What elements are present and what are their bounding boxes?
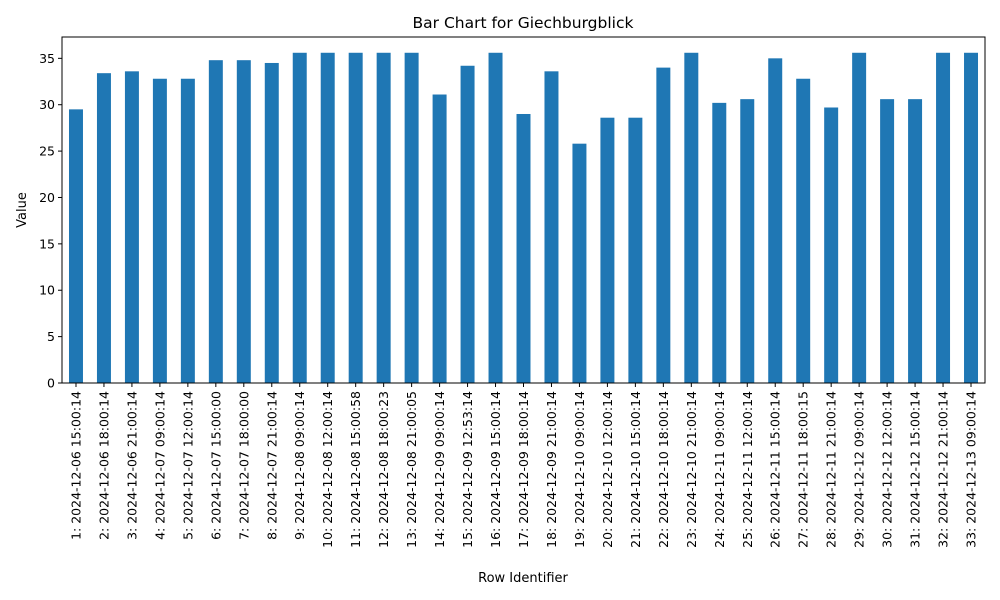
bar-30 bbox=[880, 99, 895, 383]
x-tick-label: 13: 2024-12-08 21:00:05 bbox=[404, 391, 419, 548]
x-tick-label: 17: 2024-12-09 18:00:14 bbox=[516, 391, 531, 548]
x-tick-label: 20: 2024-12-10 12:00:14 bbox=[600, 391, 615, 548]
bar-12 bbox=[376, 52, 391, 383]
x-tick-label: 23: 2024-12-10 21:00:14 bbox=[684, 391, 699, 548]
bars-group bbox=[68, 52, 979, 384]
x-tick-label: 27: 2024-12-11 18:00:15 bbox=[796, 391, 811, 548]
x-tick-label: 31: 2024-12-12 15:00:14 bbox=[908, 391, 923, 548]
bar-32 bbox=[936, 52, 951, 383]
y-axis: 0 5 10 15 20 25 30 35 bbox=[39, 51, 62, 391]
bar-17 bbox=[516, 113, 531, 384]
bar-25 bbox=[740, 99, 755, 383]
x-tick-label: 33: 2024-12-13 09:00:14 bbox=[964, 391, 979, 548]
bar-15 bbox=[460, 65, 475, 383]
bar-6 bbox=[208, 60, 223, 384]
bar-22 bbox=[656, 67, 671, 383]
y-axis-title: Value bbox=[15, 192, 30, 228]
x-tick-label: 22: 2024-12-10 18:00:14 bbox=[656, 391, 671, 548]
bar-9 bbox=[292, 52, 307, 383]
x-tick-label: 19: 2024-12-10 09:00:14 bbox=[572, 391, 587, 548]
x-tick-label: 30: 2024-12-12 12:00:14 bbox=[880, 391, 895, 548]
bar-4 bbox=[152, 78, 167, 384]
x-tick-label: 14: 2024-12-09 09:00:14 bbox=[432, 391, 447, 548]
bar-16 bbox=[488, 52, 503, 383]
x-tick-label: 3: 2024-12-06 21:00:14 bbox=[124, 391, 139, 540]
x-tick-label: 28: 2024-12-11 21:00:14 bbox=[824, 391, 839, 548]
x-tick-label: 16: 2024-12-09 15:00:14 bbox=[488, 391, 503, 548]
y-tick-label: 0 bbox=[47, 376, 55, 391]
bar-24 bbox=[712, 102, 727, 383]
x-tick-label: 15: 2024-12-09 12:53:14 bbox=[460, 391, 475, 548]
x-tick-label: 21: 2024-12-10 15:00:14 bbox=[628, 391, 643, 548]
bar-21 bbox=[628, 117, 643, 383]
bar-14 bbox=[432, 94, 447, 384]
x-tick-label: 8: 2024-12-07 21:00:14 bbox=[264, 391, 279, 540]
plot-frame bbox=[61, 36, 986, 384]
bar-31 bbox=[908, 99, 923, 383]
x-tick-label: 29: 2024-12-12 09:00:14 bbox=[852, 391, 867, 548]
bar-29 bbox=[852, 52, 867, 383]
y-tick-label: 25 bbox=[39, 144, 55, 159]
y-tick-label: 15 bbox=[39, 236, 55, 251]
x-axis: 1: 2024-12-06 15:00:14 2: 2024-12-06 18:0… bbox=[68, 383, 979, 548]
x-tick-label: 32: 2024-12-12 21:00:14 bbox=[936, 391, 951, 548]
x-tick-label: 11: 2024-12-08 15:00:58 bbox=[348, 391, 363, 548]
bar-28 bbox=[824, 107, 839, 383]
x-tick-label: 7: 2024-12-07 18:00:00 bbox=[236, 391, 251, 540]
bar-18 bbox=[544, 71, 559, 383]
bar-2 bbox=[96, 73, 111, 383]
x-tick-label: 26: 2024-12-11 15:00:14 bbox=[768, 391, 783, 548]
bar-11 bbox=[348, 52, 363, 383]
x-tick-label: 2: 2024-12-06 18:00:14 bbox=[96, 391, 111, 540]
bar-23 bbox=[684, 52, 699, 383]
x-tick-label: 5: 2024-12-07 12:00:14 bbox=[180, 391, 195, 540]
x-tick-label: 4: 2024-12-07 09:00:14 bbox=[152, 391, 167, 540]
bar-27 bbox=[796, 78, 811, 384]
bar-26 bbox=[768, 58, 783, 384]
bar-13 bbox=[404, 52, 419, 383]
x-tick-label: 24: 2024-12-11 09:00:14 bbox=[712, 391, 727, 548]
bar-3 bbox=[124, 71, 139, 383]
x-tick-label: 25: 2024-12-11 12:00:14 bbox=[740, 391, 755, 548]
x-tick-label: 6: 2024-12-07 15:00:00 bbox=[208, 391, 223, 540]
y-tick-label: 30 bbox=[39, 97, 55, 112]
y-tick-label: 20 bbox=[39, 190, 55, 205]
bar-10 bbox=[320, 52, 335, 383]
y-tick-label: 10 bbox=[39, 283, 55, 298]
x-tick-label: 9: 2024-12-08 09:00:14 bbox=[292, 391, 307, 540]
bar-8 bbox=[264, 62, 279, 383]
x-tick-label: 1: 2024-12-06 15:00:14 bbox=[68, 391, 83, 540]
x-axis-title: Row Identifier bbox=[478, 571, 568, 586]
chart-title: Bar Chart for Giechburgblick bbox=[413, 14, 634, 32]
bar-5 bbox=[180, 78, 195, 384]
bar-7 bbox=[236, 60, 251, 384]
bar-1 bbox=[68, 109, 83, 384]
y-tick-label: 5 bbox=[47, 329, 55, 344]
x-tick-label: 18: 2024-12-09 21:00:14 bbox=[544, 391, 559, 548]
bar-20 bbox=[600, 117, 615, 383]
x-tick-label: 10: 2024-12-08 12:00:14 bbox=[320, 391, 335, 548]
x-tick-label: 12: 2024-12-08 18:00:23 bbox=[376, 391, 391, 548]
bar-19 bbox=[572, 143, 587, 383]
bar-33 bbox=[964, 52, 979, 383]
y-tick-label: 35 bbox=[39, 51, 55, 66]
